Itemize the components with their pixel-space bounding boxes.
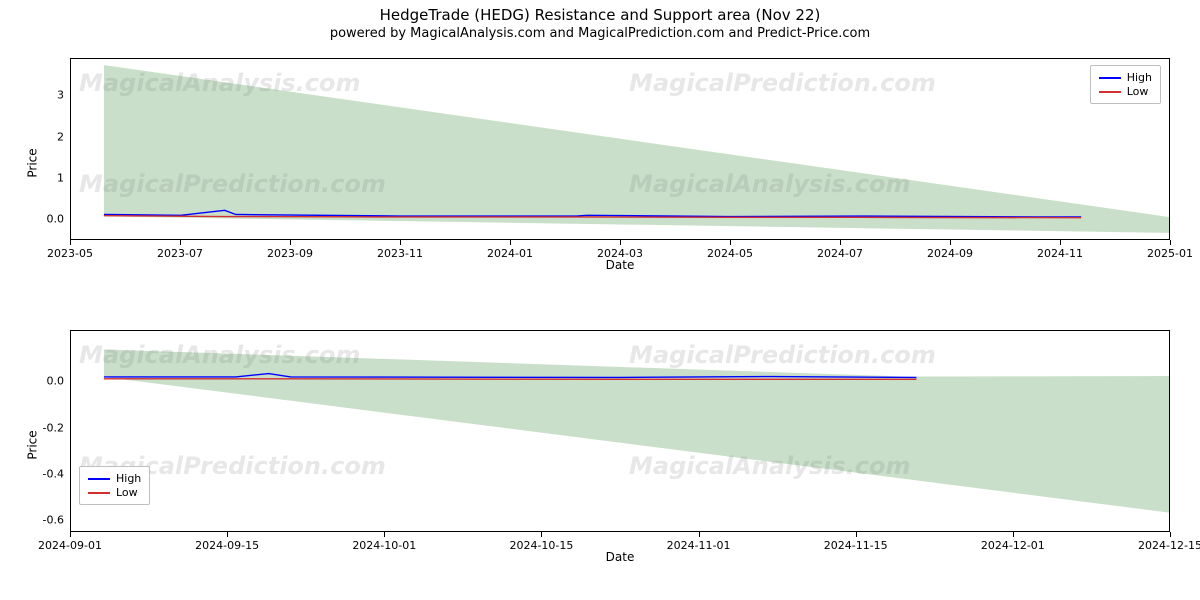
legend-item: Low bbox=[1099, 85, 1152, 98]
y-tick-label: -0.6 bbox=[34, 514, 64, 527]
y-tick-label: 3 bbox=[34, 89, 64, 102]
legend-item: High bbox=[1099, 71, 1152, 84]
top-plot-area: MagicalAnalysis.comMagicalPrediction.com… bbox=[70, 58, 1170, 240]
x-tick-label: 2024-05 bbox=[707, 247, 753, 260]
bottom-svg bbox=[71, 331, 1169, 531]
x-axis-label: Date bbox=[606, 550, 635, 564]
y-axis-label: Price bbox=[26, 430, 40, 459]
x-tick-label: 2024-07 bbox=[817, 247, 863, 260]
x-tick-label: 2024-12-01 bbox=[981, 539, 1045, 552]
top-panel: Price MagicalAnalysis.comMagicalPredicti… bbox=[70, 58, 1170, 268]
top-svg bbox=[71, 59, 1169, 239]
y-tick-label: 0.0 bbox=[34, 375, 64, 388]
y-tick-label: -0.2 bbox=[34, 421, 64, 434]
y-tick-label: 0.0 bbox=[34, 213, 64, 226]
chart-title: HedgeTrade (HEDG) Resistance and Support… bbox=[0, 0, 1200, 24]
x-tick-label: 2024-11 bbox=[1037, 247, 1083, 260]
x-tick-label: 2024-09-15 bbox=[195, 539, 259, 552]
y-tick-label: 2 bbox=[34, 130, 64, 143]
x-tick-label: 2024-10-15 bbox=[509, 539, 573, 552]
x-tick-label: 2025-01 bbox=[1147, 247, 1193, 260]
x-tick-label: 2023-05 bbox=[47, 247, 93, 260]
legend-item: Low bbox=[88, 486, 141, 499]
x-tick-label: 2023-11 bbox=[377, 247, 423, 260]
x-tick-label: 2024-11-01 bbox=[667, 539, 731, 552]
y-tick-label: -0.4 bbox=[34, 467, 64, 480]
chart-subtitle: powered by MagicalAnalysis.com and Magic… bbox=[0, 24, 1200, 43]
y-tick-label: 1 bbox=[34, 171, 64, 184]
x-tick-label: 2024-11-15 bbox=[824, 539, 888, 552]
bottom-plot-area: MagicalAnalysis.comMagicalPrediction.com… bbox=[70, 330, 1170, 532]
x-tick-label: 2024-01 bbox=[487, 247, 533, 260]
x-tick-label: 2023-07 bbox=[157, 247, 203, 260]
bottom-panel: Price MagicalAnalysis.comMagicalPredicti… bbox=[70, 330, 1170, 560]
legend: HighLow bbox=[1090, 65, 1161, 104]
x-tick-label: 2023-09 bbox=[267, 247, 313, 260]
x-tick-label: 2024-09 bbox=[927, 247, 973, 260]
figure: HedgeTrade (HEDG) Resistance and Support… bbox=[0, 0, 1200, 600]
legend: HighLow bbox=[79, 466, 150, 505]
x-axis-label: Date bbox=[606, 258, 635, 272]
x-tick-label: 2024-12-15 bbox=[1138, 539, 1200, 552]
x-tick-label: 2024-10-01 bbox=[352, 539, 416, 552]
x-tick-label: 2024-09-01 bbox=[38, 539, 102, 552]
legend-item: High bbox=[88, 472, 141, 485]
